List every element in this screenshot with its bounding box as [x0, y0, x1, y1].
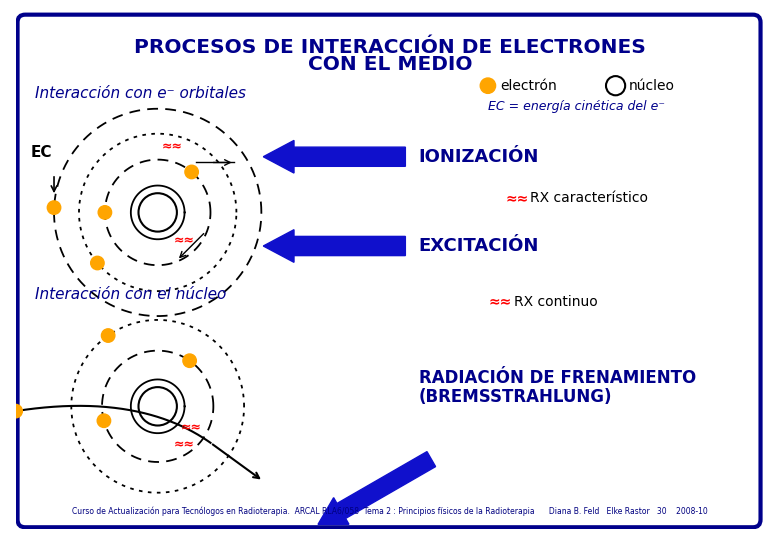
- Text: RX continuo: RX continuo: [514, 295, 597, 309]
- Text: ≈≈: ≈≈: [489, 295, 512, 309]
- Text: IONIZACIÓN: IONIZACIÓN: [419, 148, 539, 166]
- FancyArrow shape: [264, 230, 406, 262]
- Circle shape: [606, 76, 626, 95]
- Text: (BREMSSTRAHLUNG): (BREMSSTRAHLUNG): [419, 388, 612, 406]
- Text: electrón: electrón: [501, 79, 557, 93]
- Text: EC: EC: [31, 145, 52, 160]
- Text: CON EL MEDIO: CON EL MEDIO: [308, 55, 472, 74]
- Circle shape: [9, 404, 23, 418]
- Text: RADIACIÓN DE FRENAMIENTO: RADIACIÓN DE FRENAMIENTO: [419, 368, 696, 387]
- Circle shape: [90, 256, 104, 269]
- Text: Curso de Actualización para Tecnólogos en Radioterapia.  ARCAL RLA6/058  Tema 2 : Curso de Actualización para Tecnólogos e…: [72, 506, 708, 516]
- Text: ≈≈: ≈≈: [174, 438, 195, 451]
- Text: PROCESOS DE INTERACCIÓN DE ELECTRONES: PROCESOS DE INTERACCIÓN DE ELECTRONES: [134, 38, 646, 57]
- Circle shape: [185, 165, 198, 179]
- FancyArrow shape: [318, 451, 435, 524]
- Circle shape: [98, 414, 111, 428]
- Text: EXCITACIÓN: EXCITACIÓN: [419, 237, 539, 255]
- Circle shape: [101, 329, 115, 342]
- Text: ≈≈: ≈≈: [181, 421, 202, 434]
- Text: EC = energía cinética del e⁻: EC = energía cinética del e⁻: [488, 100, 665, 113]
- Circle shape: [98, 206, 112, 219]
- Text: ≈≈: ≈≈: [174, 235, 195, 248]
- Circle shape: [139, 387, 177, 426]
- Text: ≈≈: ≈≈: [161, 140, 183, 153]
- Text: Interacción con e⁻ orbitales: Interacción con e⁻ orbitales: [35, 86, 246, 100]
- Circle shape: [139, 193, 177, 232]
- Text: RX característico: RX característico: [530, 191, 648, 205]
- Text: núcleo: núcleo: [629, 79, 675, 93]
- Circle shape: [480, 78, 495, 93]
- FancyArrow shape: [264, 140, 406, 173]
- Circle shape: [48, 201, 61, 214]
- FancyBboxPatch shape: [17, 15, 760, 527]
- Circle shape: [183, 354, 197, 367]
- Text: Interacción con el núcleo: Interacción con el núcleo: [35, 287, 226, 302]
- Text: ≈≈: ≈≈: [505, 191, 528, 205]
